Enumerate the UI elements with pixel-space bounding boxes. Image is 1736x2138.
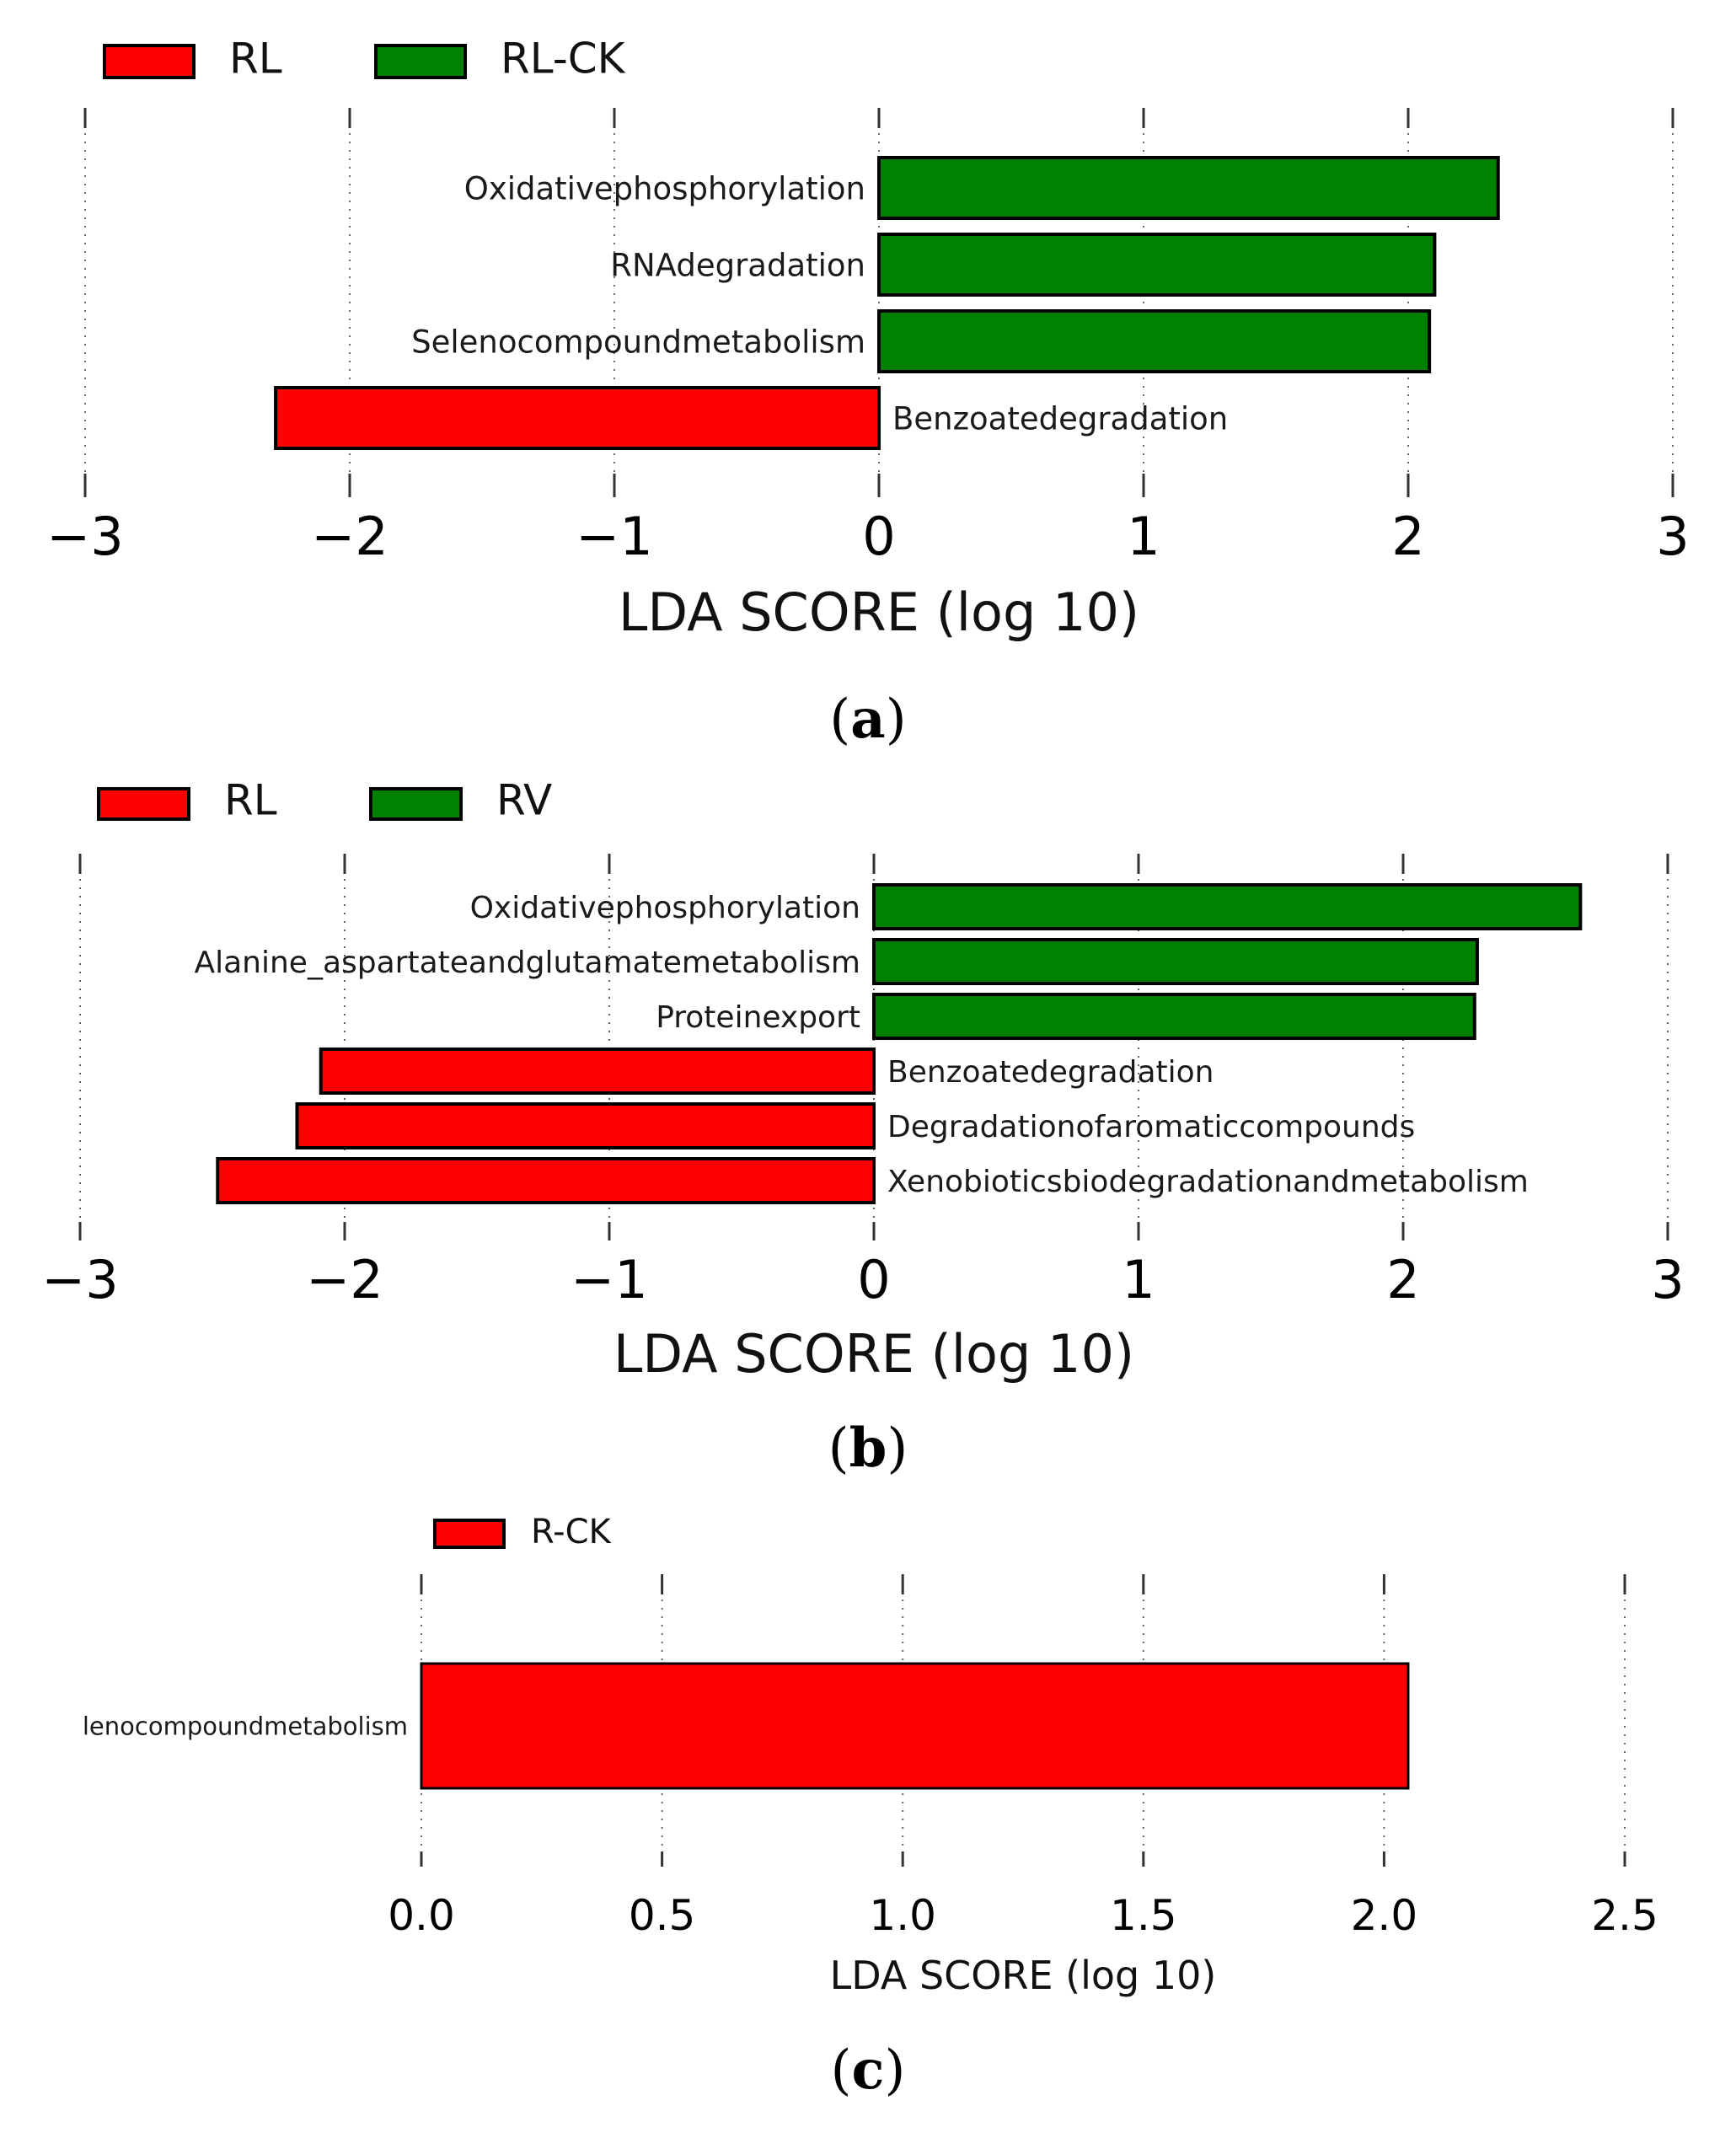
- x-tick-label: 1: [1122, 1249, 1155, 1310]
- bar-label: Proteinexport: [656, 1000, 860, 1035]
- x-tick-label: 2.0: [1351, 1891, 1418, 1940]
- bar-label: Degradationofaromaticcompounds: [887, 1110, 1415, 1144]
- panel-b: RL RV −3 −2 −1 0 1 2 3 Oxidativephosphorylation Al…: [41, 776, 1684, 1480]
- bar-label: Alanine_aspartateandglutamatemetabolism: [194, 946, 860, 980]
- x-tick-label: 0: [862, 506, 895, 567]
- caption-letter: c: [852, 2039, 885, 2102]
- x-tick-label: −1: [571, 1249, 647, 1310]
- panel-c: R-CK 0.0 0.5 1.0 1.5 2.0 2.5 lenocompoundmetabo…: [83, 1513, 1658, 2102]
- bar: [872, 883, 1583, 930]
- caption-open-paren: (: [831, 2039, 852, 2102]
- panel-caption: (c): [831, 2039, 906, 2102]
- x-tick-label: 2: [1391, 506, 1424, 567]
- caption-letter: b: [849, 1417, 887, 1480]
- caption-open-paren: (: [829, 689, 850, 751]
- caption-close-paren: ): [886, 689, 907, 751]
- x-tick-label: 0.0: [388, 1891, 455, 1940]
- x-tick-label: 2.5: [1591, 1891, 1658, 1940]
- bar-label: Benzoatedegradation: [892, 400, 1228, 437]
- bar: [872, 938, 1479, 985]
- x-axis-title: LDA SCORE (log 10): [613, 1323, 1134, 1385]
- caption-letter: a: [850, 688, 885, 751]
- bar-label: Oxidativephosphorylation: [470, 891, 860, 925]
- caption-open-paren: (: [828, 1417, 849, 1480]
- bar: [877, 156, 1500, 220]
- x-tick-label: −3: [46, 506, 123, 567]
- x-tick-label: −3: [41, 1249, 118, 1310]
- bar-label: RNAdegradation: [610, 247, 865, 283]
- legend-swatch-rl: [103, 44, 196, 79]
- x-tick-label: 0.5: [629, 1891, 696, 1940]
- bar: [877, 309, 1432, 373]
- legend-label-r-ck: R-CK: [531, 1513, 613, 1551]
- legend-label-rl: RL: [229, 34, 282, 83]
- x-tick-label: 3: [1656, 506, 1689, 567]
- legend-label-rl-ck: RL-CK: [501, 34, 626, 83]
- bar: [274, 386, 881, 450]
- x-tick-label: −1: [576, 506, 652, 567]
- x-tick-label: 0: [857, 1249, 890, 1310]
- legend-swatch-r-ck: [433, 1519, 506, 1549]
- caption-close-paren: ): [887, 1417, 908, 1480]
- panel-a: RL RL-CK −3 −2 −1 0 1 2 3 Oxidativephosphorylatio…: [46, 34, 1689, 751]
- x-tick-label: 1.0: [869, 1891, 936, 1940]
- legend-swatch-rl: [97, 787, 190, 821]
- x-tick-label: 2: [1386, 1249, 1419, 1310]
- legend-label-rv: RV: [496, 776, 552, 825]
- bar: [319, 1048, 876, 1095]
- legend-label-rl: RL: [224, 776, 277, 825]
- x-tick-label: −2: [311, 506, 388, 567]
- x-tick-label: 1.5: [1110, 1891, 1177, 1940]
- x-axis-title: LDA SCORE (log 10): [619, 581, 1139, 643]
- legend-swatch-rv: [369, 787, 463, 821]
- x-axis-title: LDA SCORE (log 10): [830, 1953, 1217, 1998]
- x-tick-label: −2: [306, 1249, 383, 1310]
- caption-close-paren: ): [884, 2039, 905, 2102]
- bar: [872, 993, 1476, 1040]
- panel-caption: (a): [829, 688, 906, 751]
- bar-label: Benzoatedegradation: [887, 1055, 1214, 1090]
- bar-label: Xenobioticsbiodegradationandmetabolism: [887, 1165, 1529, 1199]
- legend-swatch-rl-ck: [374, 44, 467, 79]
- bar: [295, 1102, 876, 1149]
- panel-caption: (b): [828, 1417, 908, 1480]
- x-tick-label: 3: [1651, 1249, 1684, 1310]
- bar-label: lenocompoundmetabolism: [83, 1712, 408, 1740]
- bar: [877, 233, 1437, 297]
- bar-label: Selenocompoundmetabolism: [411, 324, 865, 360]
- bar: [216, 1157, 876, 1204]
- bar: [420, 1662, 1410, 1790]
- x-tick-label: 1: [1127, 506, 1160, 567]
- bar-label: Oxidativephosphorylation: [464, 170, 865, 206]
